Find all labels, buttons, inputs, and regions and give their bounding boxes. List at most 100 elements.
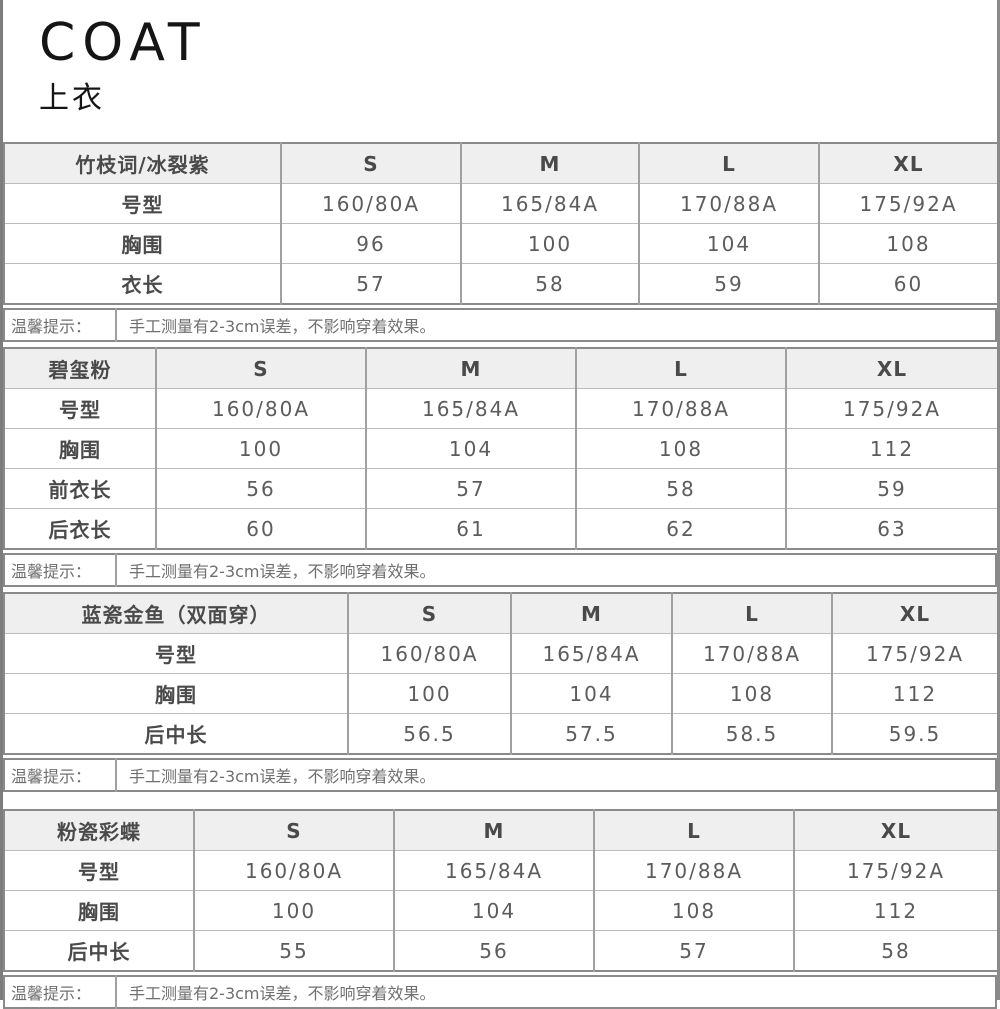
size-header-m: M	[365, 348, 576, 389]
tip-text: 手工测量有2-3cm误差，不影响穿着效果。	[129, 767, 436, 786]
size-value: 58.5	[671, 713, 832, 754]
size-header-l: L	[575, 348, 786, 389]
row-label: 后中长	[4, 713, 348, 754]
size-header-s: S	[347, 593, 511, 634]
row-label: 胸围	[4, 223, 281, 264]
size-value: 104	[393, 890, 594, 931]
row-label: 胸围	[4, 890, 194, 931]
size-header-xl: XL	[818, 143, 998, 184]
table-row: 后中长 55 56 57 58	[4, 930, 998, 971]
size-table-3: 蓝瓷金鱼（双面穿） S M L XL 号型 160/80A 165/84A 17…	[3, 592, 999, 755]
size-value: 58	[575, 468, 786, 509]
size-value: 104	[365, 428, 576, 469]
size-header-l: L	[638, 143, 819, 184]
size-header-xl: XL	[831, 593, 998, 634]
size-value: 165/84A	[510, 633, 672, 674]
colorway-name: 碧玺粉	[4, 348, 156, 389]
tip-text: 手工测量有2-3cm误差，不影响穿着效果。	[129, 984, 436, 1003]
spacer	[3, 796, 997, 809]
size-value: 112	[831, 673, 998, 714]
size-value: 108	[818, 223, 998, 264]
size-value: 170/88A	[593, 850, 794, 891]
colorway-name: 竹枝词/冰裂紫	[4, 143, 281, 184]
size-value: 100	[193, 890, 394, 931]
size-value: 170/88A	[671, 633, 832, 674]
page-header: COAT 上衣	[3, 0, 997, 142]
size-value: 100	[347, 673, 511, 714]
size-value: 59.5	[831, 713, 998, 754]
size-header-l: L	[671, 593, 832, 634]
size-value: 108	[575, 428, 786, 469]
size-value: 104	[510, 673, 672, 714]
size-value: 175/92A	[785, 388, 998, 429]
size-value: 108	[671, 673, 832, 714]
table-row: 号型 160/80A 165/84A 170/88A 175/92A	[4, 850, 998, 891]
size-value: 104	[638, 223, 819, 264]
size-value: 175/92A	[831, 633, 998, 674]
table-row: 号型 160/80A 165/84A 170/88A 175/92A	[4, 183, 998, 224]
size-value: 160/80A	[193, 850, 394, 891]
table-row: 胸围 100 104 108 112	[4, 428, 998, 469]
row-label: 号型	[4, 633, 348, 674]
size-value: 56	[393, 930, 594, 971]
row-label: 胸围	[4, 428, 156, 469]
table-row: 号型 160/80A 165/84A 170/88A 175/92A	[4, 388, 998, 429]
size-table-4: 粉瓷彩蝶 S M L XL 号型 160/80A 165/84A 170/88A…	[3, 809, 999, 972]
size-value: 165/84A	[460, 183, 639, 224]
tip-row: 温馨提示： 手工测量有2-3cm误差，不影响穿着效果。	[3, 553, 997, 587]
size-header-m: M	[460, 143, 639, 184]
tip-label: 温馨提示：	[4, 554, 117, 586]
page-title: COAT	[39, 13, 207, 73]
size-value: 62	[575, 508, 786, 549]
size-value: 57	[593, 930, 794, 971]
size-value: 175/92A	[818, 183, 998, 224]
row-label: 衣长	[4, 263, 281, 304]
size-header-xl: XL	[793, 810, 998, 851]
tip-text: 手工测量有2-3cm误差，不影响穿着效果。	[129, 562, 436, 581]
table-row: 后中长 56.5 57.5 58.5 59.5	[4, 713, 998, 754]
tip-label: 温馨提示：	[4, 759, 117, 791]
colorway-name: 粉瓷彩蝶	[4, 810, 194, 851]
tip-row: 温馨提示： 手工测量有2-3cm误差，不影响穿着效果。	[3, 308, 997, 342]
table-row: 胸围 100 104 108 112	[4, 673, 998, 714]
size-value: 63	[785, 508, 998, 549]
size-value: 56	[155, 468, 366, 509]
size-value: 112	[785, 428, 998, 469]
size-value: 56.5	[347, 713, 511, 754]
size-header-l: L	[593, 810, 794, 851]
size-value: 160/80A	[155, 388, 366, 429]
size-value: 58	[793, 930, 998, 971]
table-row: 胸围 96 100 104 108	[4, 223, 998, 264]
size-value: 112	[793, 890, 998, 931]
size-header-s: S	[193, 810, 394, 851]
size-header-m: M	[510, 593, 672, 634]
size-value: 57	[280, 263, 461, 304]
size-value: 61	[365, 508, 576, 549]
tip-row: 温馨提示： 手工测量有2-3cm误差，不影响穿着效果。	[3, 975, 997, 1009]
size-header-xl: XL	[785, 348, 998, 389]
size-value: 175/92A	[793, 850, 998, 891]
size-value: 160/80A	[347, 633, 511, 674]
page-subtitle: 上衣	[39, 80, 105, 116]
row-label: 胸围	[4, 673, 348, 714]
size-value: 100	[460, 223, 639, 264]
size-value: 160/80A	[280, 183, 461, 224]
size-header-s: S	[155, 348, 366, 389]
size-value: 55	[193, 930, 394, 971]
row-label: 前衣长	[4, 468, 156, 509]
tip-text: 手工测量有2-3cm误差，不影响穿着效果。	[129, 317, 436, 336]
size-value: 57	[365, 468, 576, 509]
row-label: 后衣长	[4, 508, 156, 549]
size-value: 96	[280, 223, 461, 264]
size-value: 58	[460, 263, 639, 304]
size-value: 170/88A	[575, 388, 786, 429]
size-table-1: 竹枝词/冰裂紫 S M L XL 号型 160/80A 165/84A 170/…	[3, 142, 999, 305]
table-row: 后衣长 60 61 62 63	[4, 508, 998, 549]
size-value: 170/88A	[638, 183, 819, 224]
size-value: 60	[818, 263, 998, 304]
size-value: 165/84A	[393, 850, 594, 891]
table-row: 号型 160/80A 165/84A 170/88A 175/92A	[4, 633, 998, 674]
table-row: 胸围 100 104 108 112	[4, 890, 998, 931]
size-value: 100	[155, 428, 366, 469]
